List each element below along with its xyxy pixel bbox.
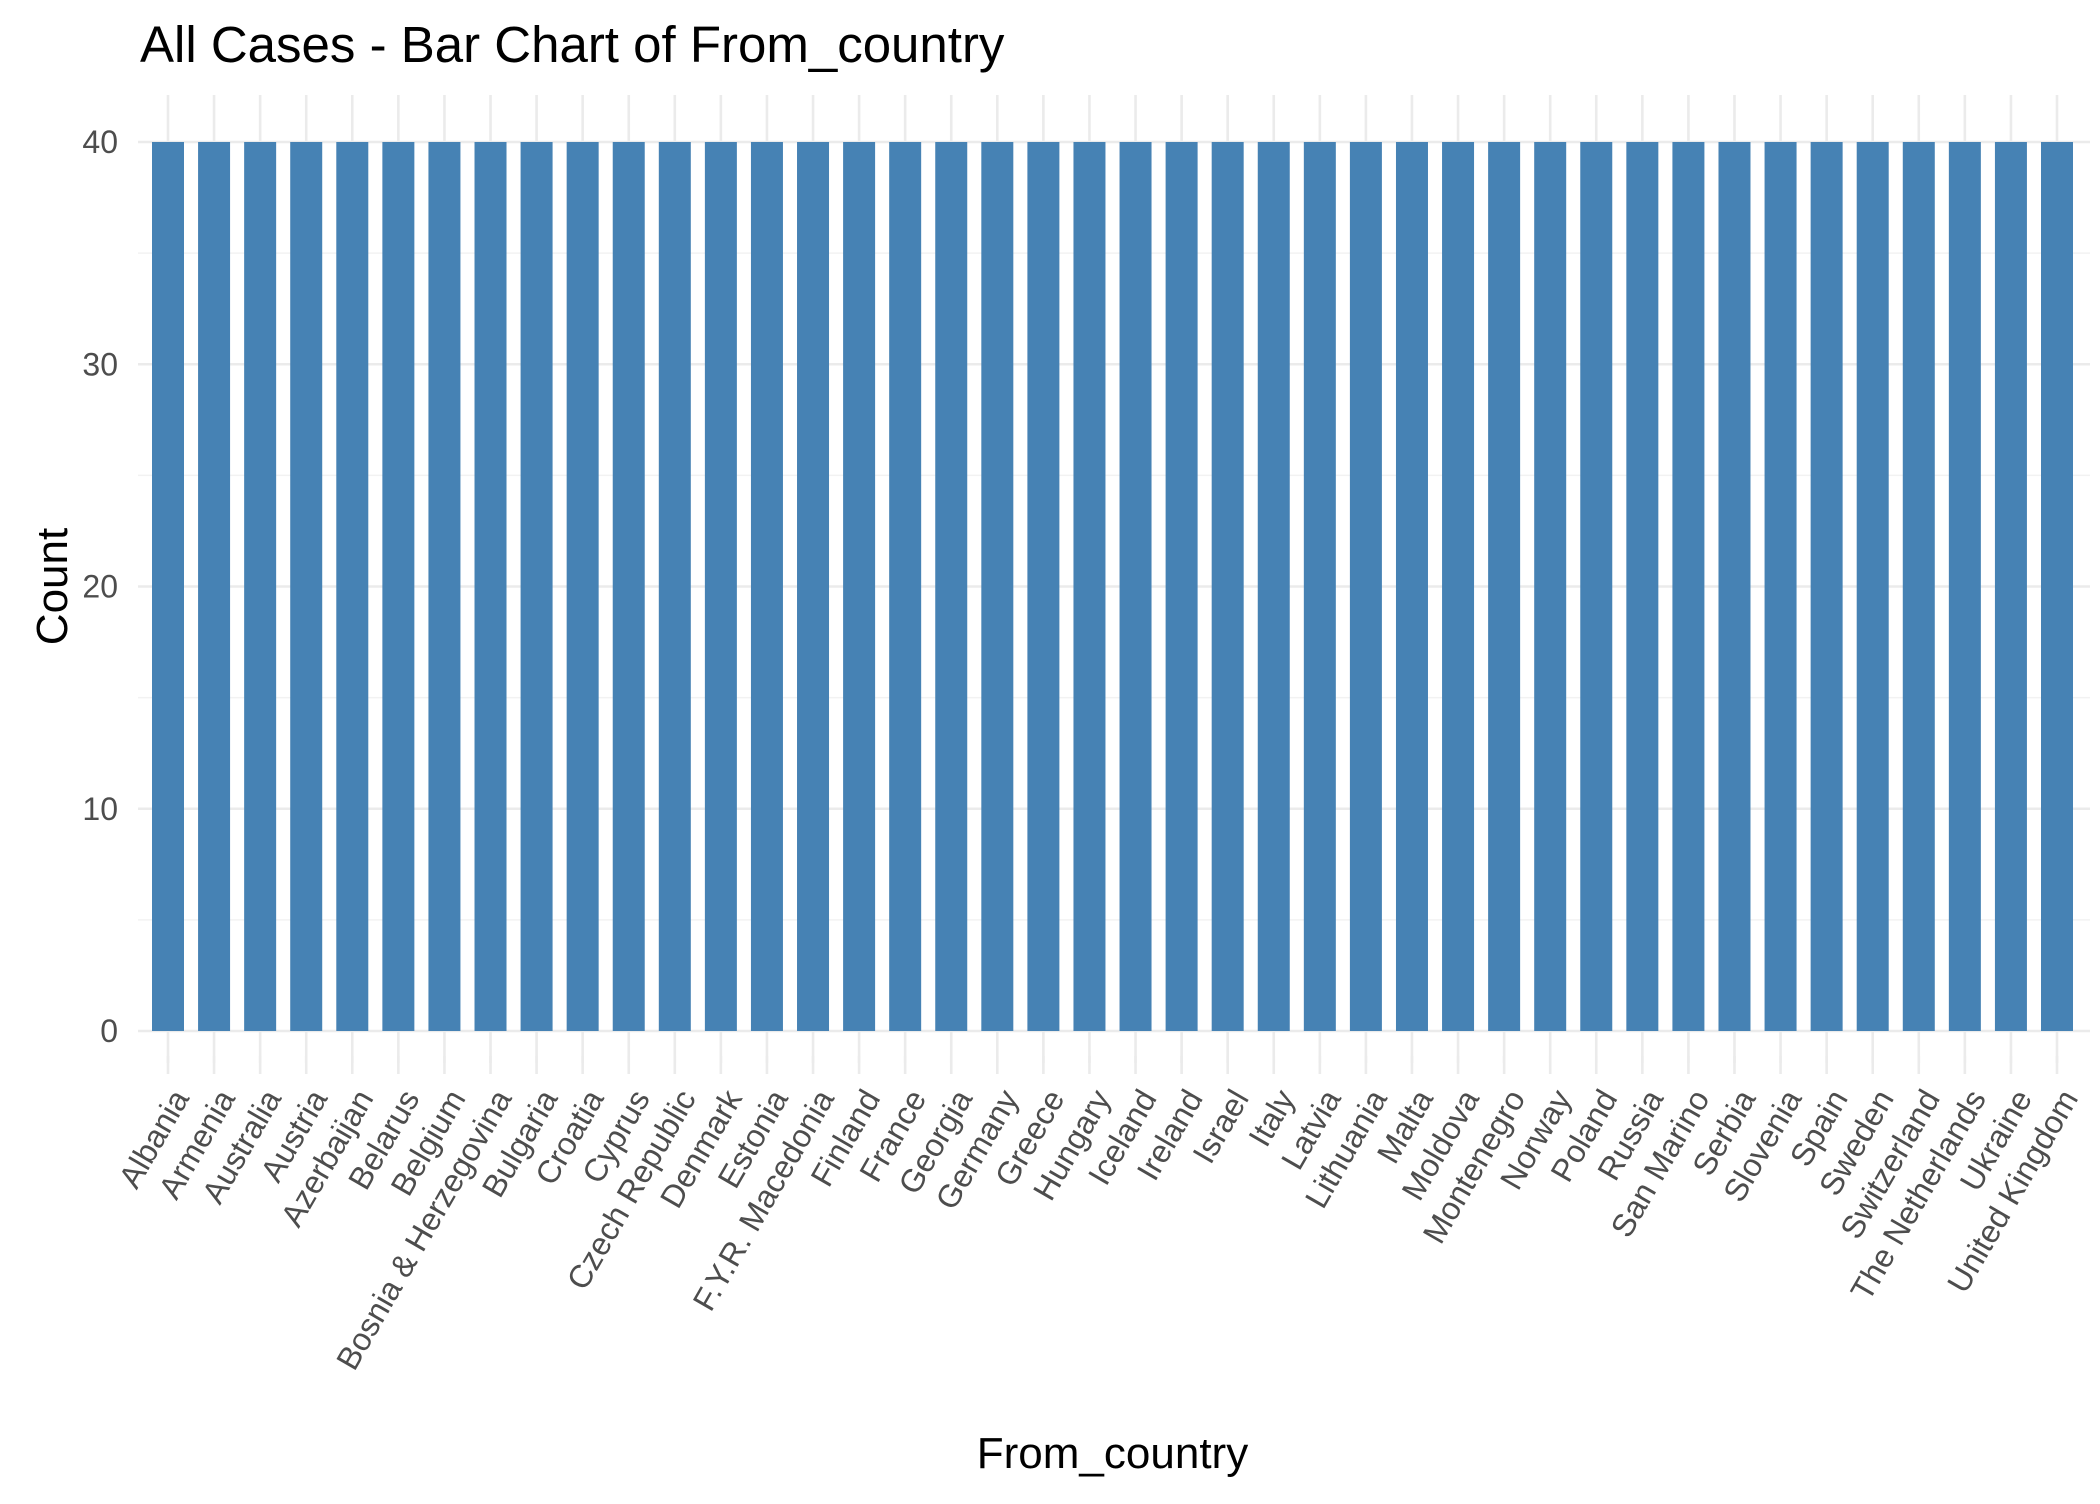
- bar: [1948, 142, 1981, 1031]
- bar: [1027, 142, 1060, 1031]
- bar: [1257, 142, 1290, 1031]
- bar: [198, 142, 231, 1031]
- y-tick-label: 10: [82, 791, 118, 827]
- bar: [1303, 142, 1336, 1031]
- bar: [750, 142, 783, 1031]
- y-tick-label: 30: [82, 346, 118, 382]
- bar: [244, 142, 277, 1031]
- bar: [1073, 142, 1106, 1031]
- bar: [1349, 142, 1382, 1031]
- bar: [520, 142, 553, 1031]
- bar: [1902, 142, 1935, 1031]
- bar: [889, 142, 922, 1031]
- bar: [1534, 142, 1567, 1031]
- bar: [1810, 142, 1843, 1031]
- bar: [1994, 142, 2027, 1031]
- y-axis-ticks: 0 10 20 30 40: [82, 124, 118, 1049]
- y-tick-label: 40: [82, 124, 118, 160]
- bar: [797, 142, 830, 1031]
- bar: [152, 142, 184, 1031]
- y-tick-label: 0: [100, 1013, 118, 1049]
- bar: [658, 142, 691, 1031]
- bar: [428, 142, 461, 1031]
- bar: [1580, 142, 1613, 1031]
- y-axis-title: Count: [28, 528, 77, 645]
- y-tick-label: 20: [82, 569, 118, 605]
- bar: [2041, 142, 2073, 1031]
- bar: [1672, 142, 1705, 1031]
- bar: [1119, 142, 1152, 1031]
- bar: [1211, 142, 1244, 1031]
- bar: [474, 142, 507, 1031]
- bar: [382, 142, 415, 1031]
- bar: [1395, 142, 1428, 1031]
- bar: [1165, 142, 1198, 1031]
- bar: [843, 142, 876, 1031]
- bar: [336, 142, 369, 1031]
- bar: [1856, 142, 1889, 1031]
- bar: [612, 142, 645, 1031]
- bar: [566, 142, 599, 1031]
- bar: [290, 142, 323, 1031]
- bar: [1488, 142, 1521, 1031]
- bar: [935, 142, 968, 1031]
- bar: [1718, 142, 1751, 1031]
- bar: [704, 142, 737, 1031]
- bar: [981, 142, 1014, 1031]
- bars: [152, 142, 2073, 1031]
- x-axis-title: From_country: [977, 1429, 1248, 1478]
- bar: [1626, 142, 1659, 1031]
- bar: [1764, 142, 1797, 1031]
- bar: [1442, 142, 1475, 1031]
- chart-title: All Cases - Bar Chart of From_country: [140, 16, 1005, 73]
